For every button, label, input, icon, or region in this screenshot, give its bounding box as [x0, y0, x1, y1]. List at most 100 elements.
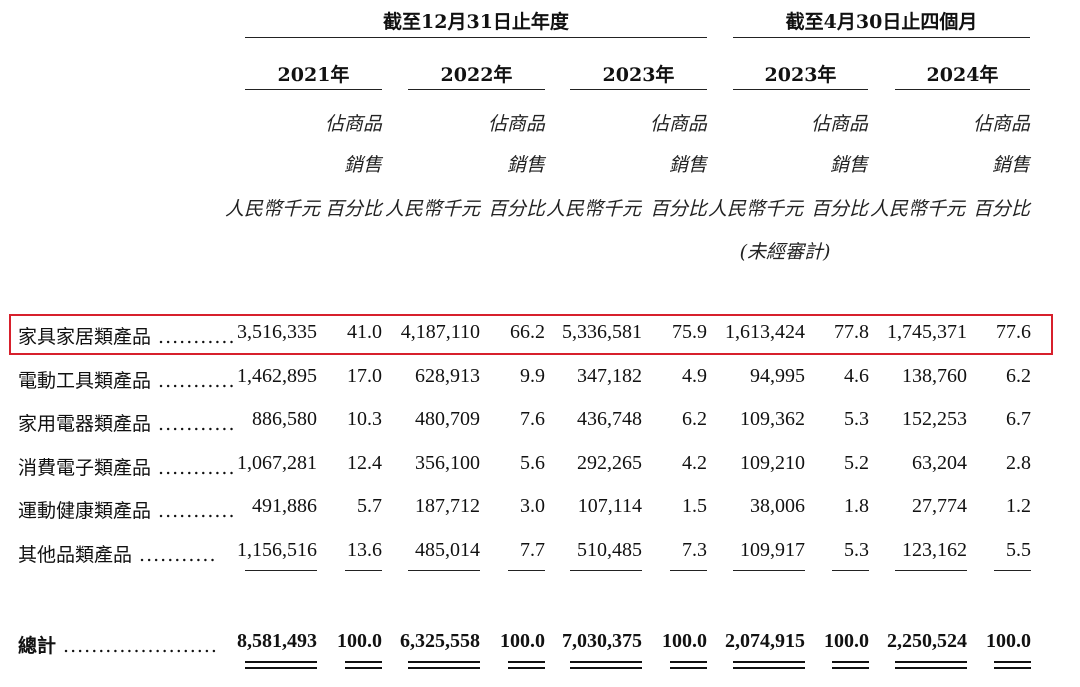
amount-cell: 510,485 [577, 539, 642, 561]
unaudited-note: (未經審計) [739, 241, 831, 263]
group-rule-four-months [733, 37, 1030, 38]
amount-cell: 5,336,581 [562, 321, 642, 343]
pct-header-line1: 佔商品 [649, 113, 707, 135]
year-header-2024: 2024年 [926, 64, 999, 86]
percent-cell: 4.6 [844, 365, 869, 387]
amount-cell: 886,580 [252, 408, 317, 430]
amount-cell: 4,187,110 [400, 321, 480, 343]
amount-cell: 436,748 [577, 408, 642, 430]
rmb-header: 人民幣千元 [225, 198, 321, 220]
pct-header-line2: 銷售 [829, 154, 868, 176]
pct-header-line2: 銷售 [506, 154, 545, 176]
amount-cell: 1,745,371 [887, 321, 967, 343]
percent-cell: 6.7 [1006, 408, 1031, 430]
subtotal-rule [345, 570, 382, 571]
percent-cell: 12.4 [347, 452, 382, 474]
pct-header-line3: 百分比 [487, 198, 545, 220]
total-double-rule [670, 661, 707, 669]
percent-cell: 41.0 [347, 321, 382, 343]
amount-cell: 1,156,516 [237, 539, 317, 561]
row-label-text: 家用電器類產品 [18, 413, 152, 435]
subtotal-rule [408, 570, 480, 571]
row-label-text: 其他品類產品 [18, 544, 133, 566]
row-label-text: 消費電子類產品 [18, 457, 152, 479]
subtotal-rule [895, 570, 967, 571]
pct-header-line1: 佔商品 [324, 113, 382, 135]
amount-cell: 1,462,895 [237, 365, 317, 387]
group-header-four-months: 截至4月30日止四個月 [785, 11, 978, 33]
percent-cell: 66.2 [510, 321, 545, 343]
subtotal-rule [245, 570, 317, 571]
amount-cell: 485,014 [415, 539, 480, 561]
total-double-rule [994, 661, 1031, 669]
row-label-text: 電動工具類產品 [18, 370, 152, 392]
total-percent-cell: 100.0 [662, 630, 707, 652]
amount-cell: 107,114 [577, 495, 642, 517]
amount-cell: 491,886 [252, 495, 317, 517]
total-percent-cell: 100.0 [824, 630, 869, 652]
row-label-text: 運動健康類產品 [18, 500, 152, 522]
year-header-2022: 2022年 [440, 64, 513, 86]
amount-cell: 628,913 [415, 365, 480, 387]
percent-cell: 5.6 [520, 452, 545, 474]
percent-cell: 13.6 [347, 539, 382, 561]
total-amount-cell: 6,325,558 [400, 630, 480, 652]
amount-cell: 356,100 [415, 452, 480, 474]
subtotal-rule [508, 570, 545, 571]
total-double-rule [345, 661, 382, 669]
percent-cell: 1.2 [1006, 495, 1031, 517]
percent-cell: 4.9 [682, 365, 707, 387]
year-rule-2022 [408, 89, 545, 90]
pct-header-line2: 銷售 [991, 154, 1030, 176]
percent-cell: 7.6 [520, 408, 545, 430]
row-highlight-box [9, 314, 1053, 355]
amount-cell: 1,067,281 [237, 452, 317, 474]
pct-header-line3: 百分比 [324, 198, 382, 220]
percent-cell: 77.8 [834, 321, 869, 343]
amount-cell: 38,006 [750, 495, 805, 517]
percent-cell: 10.3 [347, 408, 382, 430]
leader-dots: ........... [151, 457, 236, 479]
row-label-text: 家具家居類產品 [18, 326, 152, 348]
year-rule-2023-4m [733, 89, 868, 90]
percent-cell: 6.2 [682, 408, 707, 430]
percent-cell: 2.8 [1006, 452, 1031, 474]
pct-header-line2: 銷售 [668, 154, 707, 176]
amount-cell: 187,712 [415, 495, 480, 517]
amount-cell: 3,516,335 [237, 321, 317, 343]
group-header-fiscal-year: 截至12月31日止年度 [383, 11, 569, 33]
leader-dots: ........... [132, 544, 217, 566]
percent-cell: 1.8 [844, 495, 869, 517]
amount-cell: 109,917 [740, 539, 805, 561]
pct-header-line3: 百分比 [810, 198, 868, 220]
total-amount-cell: 2,250,524 [887, 630, 967, 652]
total-label-text: 總計 [18, 635, 57, 657]
year-header-2023-4m: 2023年 [764, 64, 837, 86]
amount-cell: 347,182 [577, 365, 642, 387]
percent-cell: 17.0 [347, 365, 382, 387]
rmb-header: 人民幣千元 [708, 198, 804, 220]
pct-header-line1: 佔商品 [972, 113, 1030, 135]
leader-dots: ...................... [56, 635, 218, 657]
total-double-rule [733, 661, 805, 669]
leader-dots: ........... [151, 413, 236, 435]
percent-cell: 9.9 [520, 365, 545, 387]
row-label: 家具家居類產品 ........... [18, 322, 236, 349]
group-rule-fiscal-year [245, 37, 707, 38]
subtotal-rule [733, 570, 805, 571]
total-double-rule [408, 661, 480, 669]
percent-cell: 1.5 [682, 495, 707, 517]
row-label: 運動健康類產品 ........... [18, 496, 236, 523]
leader-dots: ........... [151, 370, 236, 392]
year-header-2023-fy: 2023年 [602, 64, 675, 86]
total-double-rule [570, 661, 642, 669]
total-percent-cell: 100.0 [337, 630, 382, 652]
amount-cell: 27,774 [912, 495, 967, 517]
pct-header-line1: 佔商品 [487, 113, 545, 135]
amount-cell: 109,210 [740, 452, 805, 474]
year-rule-2023-fy [570, 89, 707, 90]
subtotal-rule [670, 570, 707, 571]
total-label: 總計 ...................... [18, 631, 218, 658]
amount-cell: 1,613,424 [725, 321, 805, 343]
pct-header-line3: 百分比 [649, 198, 707, 220]
